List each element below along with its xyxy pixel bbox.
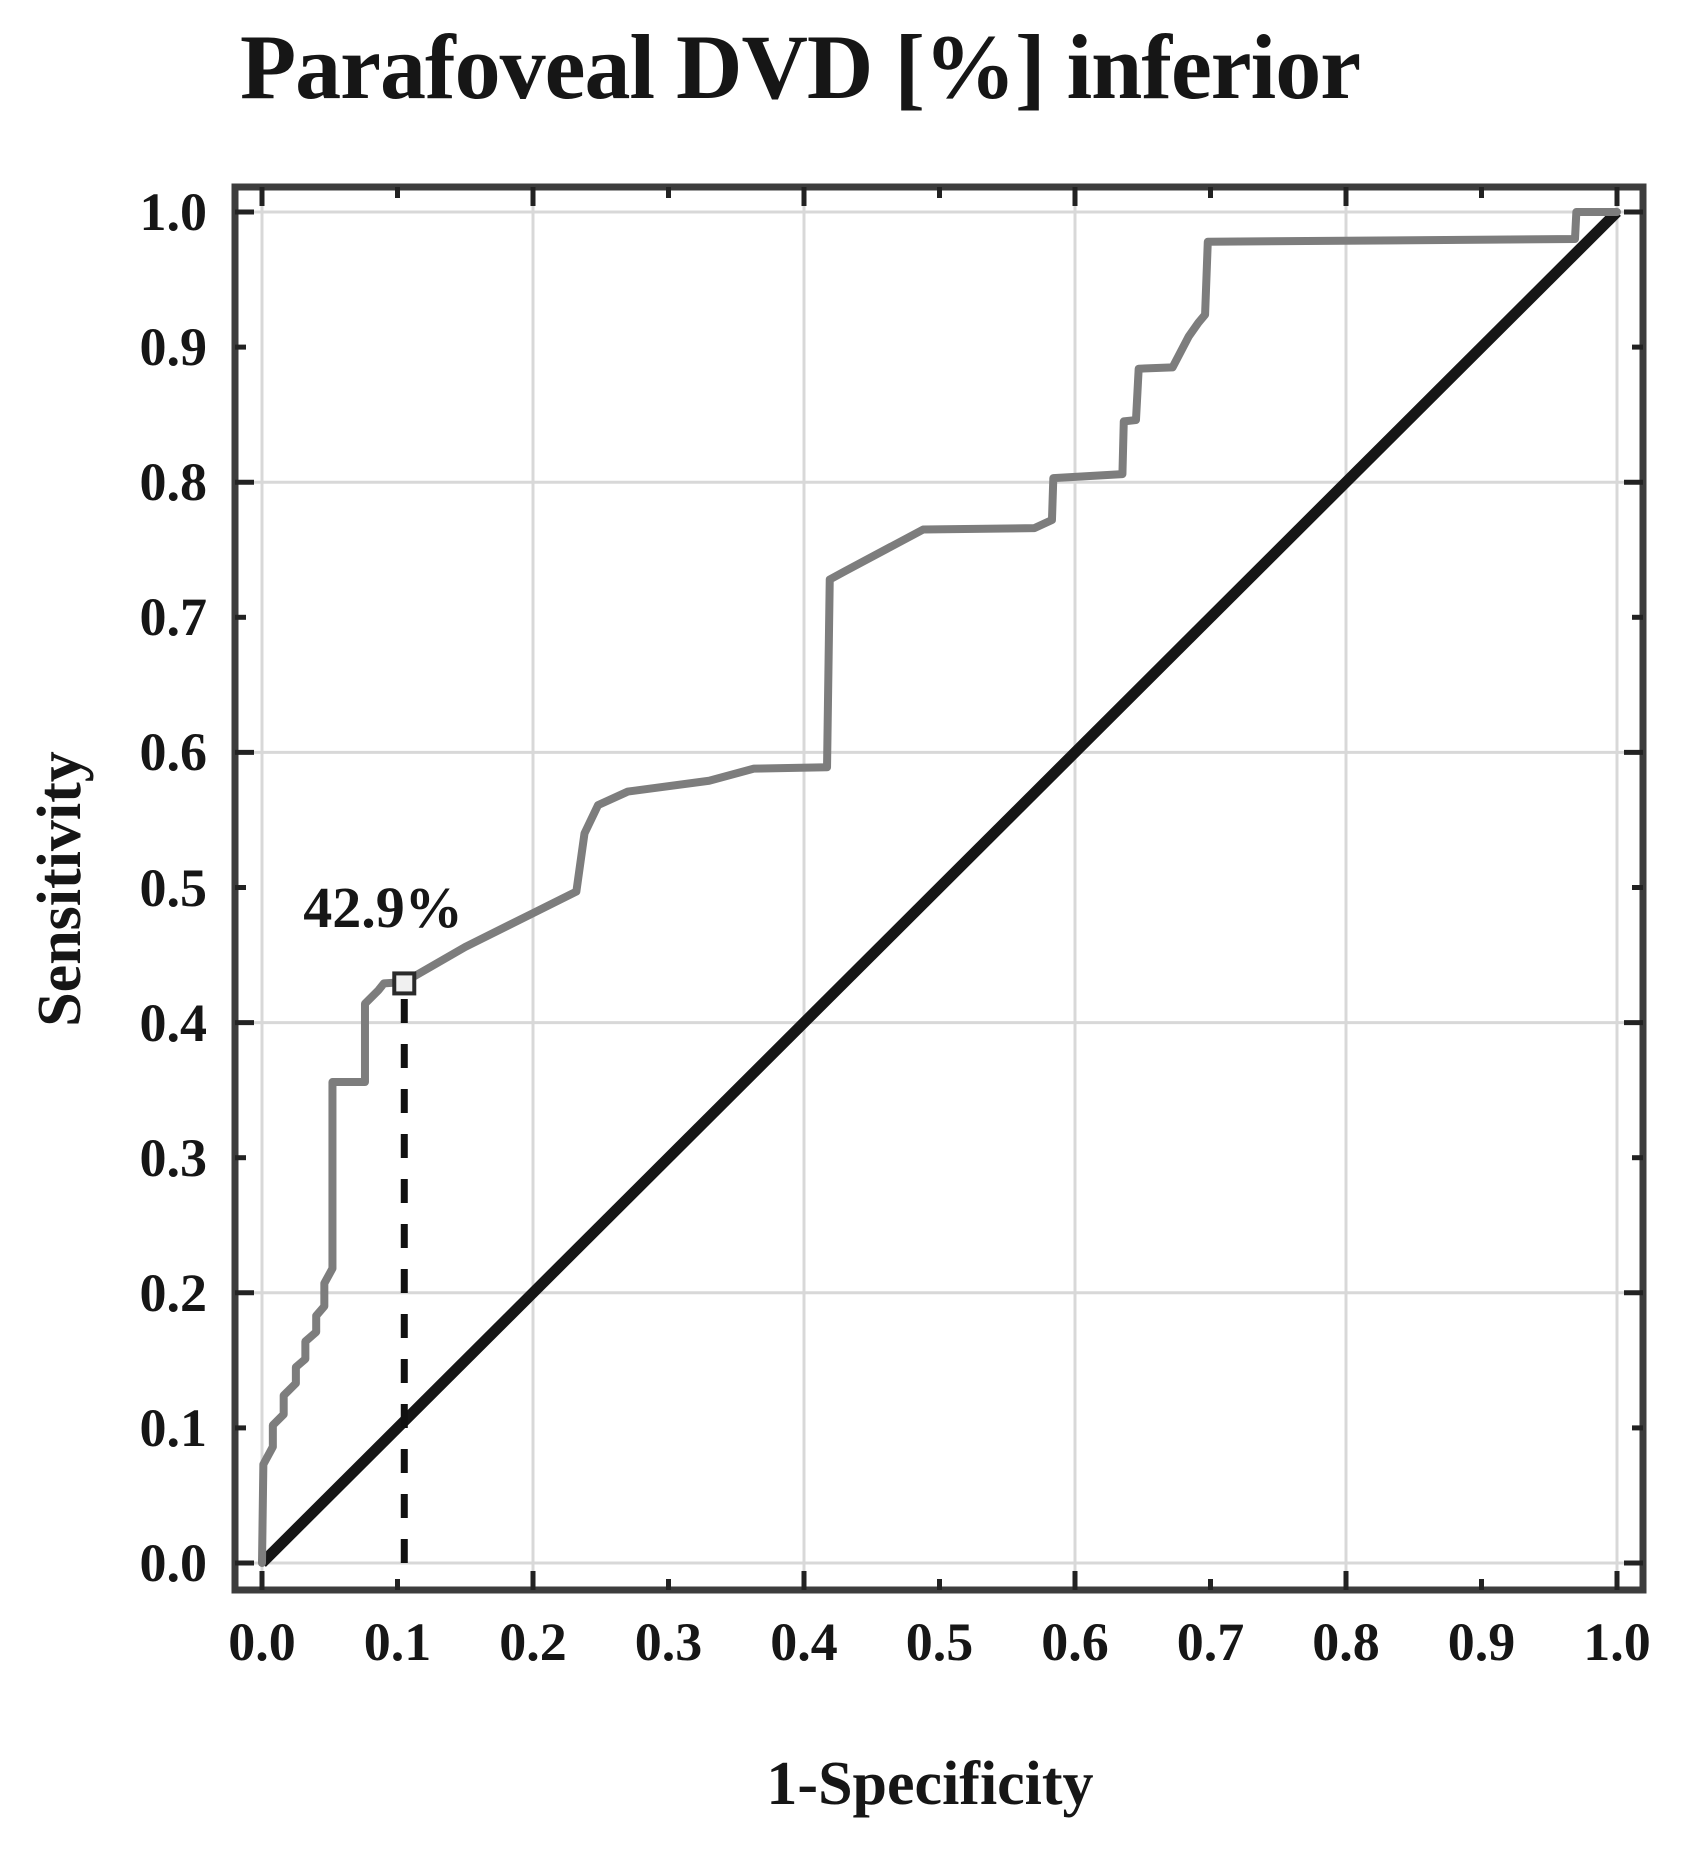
x-tick-label: 0.5 <box>905 1612 974 1672</box>
y-tick-label: 0.4 <box>139 992 208 1053</box>
x-tick-label: 0.2 <box>499 1612 567 1672</box>
x-tick-label: 1.0 <box>1583 1612 1651 1672</box>
reference-diagonal-line <box>258 208 1621 1567</box>
chart-title: Parafoveal DVD [%] inferior <box>239 16 1361 118</box>
x-tick-label: 0.0 <box>228 1612 296 1672</box>
y-tick-label: 0.2 <box>139 1262 208 1323</box>
y-tick-label: 0.5 <box>139 857 208 918</box>
x-tick-label: 0.6 <box>1041 1612 1109 1672</box>
x-tick-label: 0.4 <box>770 1612 838 1672</box>
y-tick-label: 0.0 <box>139 1533 208 1593</box>
x-tick-label: 0.3 <box>634 1612 703 1672</box>
y-axis-title: Sensitivity <box>26 751 94 1027</box>
x-axis-title: 1-Specificity <box>766 1750 1094 1818</box>
y-tick-label: 0.1 <box>139 1397 208 1458</box>
x-tick-label: 0.1 <box>363 1612 432 1672</box>
cutoff-annotation: 42.9% <box>303 875 463 940</box>
y-tick-label: 0.6 <box>139 722 208 783</box>
x-tick-label: 0.9 <box>1447 1612 1516 1672</box>
x-tick-label: 0.7 <box>1176 1612 1245 1672</box>
y-tick-label: 1.0 <box>139 182 208 242</box>
roc-curve-line <box>258 208 1621 1567</box>
y-tick-label: 0.7 <box>139 587 208 648</box>
y-tick-label: 0.8 <box>139 452 208 513</box>
y-tick-label: 0.9 <box>139 317 208 378</box>
x-tick-label: 0.8 <box>1312 1612 1380 1672</box>
cutoff-marker <box>392 971 417 996</box>
y-tick-label: 0.3 <box>139 1127 208 1188</box>
